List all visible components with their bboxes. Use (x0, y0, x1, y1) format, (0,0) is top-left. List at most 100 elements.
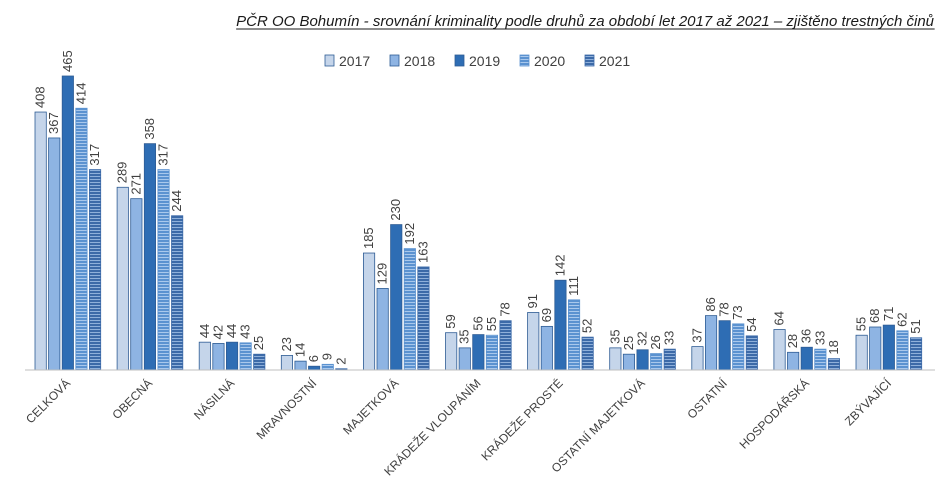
bar-obecna-2019 (143, 143, 157, 371)
category-label-ostatni: OSTATNÍ (684, 375, 731, 422)
value-label-majetkova-2021: 163 (415, 241, 430, 263)
bar-kradeze-vloupanim-2017 (445, 332, 458, 371)
value-label-kradeze-vloupanim-2017: 59 (443, 314, 458, 328)
value-label-nasilna-2020: 43 (238, 324, 253, 338)
value-label-majetkova-2019: 230 (388, 199, 403, 221)
value-label-mravnostni-2017: 23 (279, 337, 294, 351)
value-label-obecna-2018: 271 (128, 173, 143, 195)
chart-title: PČR OO Bohumín - srovnání kriminality po… (236, 13, 935, 30)
bar-ostatni-majetkova-2019 (636, 349, 649, 371)
value-label-nasilna-2018: 42 (210, 325, 225, 339)
value-label-ostatni-2021: 54 (744, 317, 759, 331)
value-label-zbyvajici-2018: 68 (867, 309, 882, 323)
bar-kradeze-vloupanim-2018 (458, 347, 471, 371)
legend-swatch-2019 (454, 54, 465, 67)
bar-kradeze-vloupanim-2020 (485, 334, 498, 371)
value-label-zbyvajici-2021: 51 (908, 319, 923, 333)
category-label-nasilna: NÁSILNÁ (190, 376, 237, 423)
bar-zbyvajici-2017 (855, 334, 868, 371)
value-label-hospodarska-2019: 36 (799, 329, 814, 343)
value-label-ostatni-majetkova-2020: 26 (648, 335, 663, 349)
value-label-nasilna-2021: 25 (251, 336, 266, 350)
legend-swatch-2021 (584, 54, 595, 67)
bar-celkova-2020 (75, 107, 88, 371)
chart-title-group: PČR OO Bohumín - srovnání kriminality po… (236, 13, 935, 30)
plot-area: 408367465414317CELKOVÁ289271358317244OBE… (22, 50, 923, 478)
value-label-mravnostni-2019: 6 (306, 355, 321, 362)
value-label-hospodarska-2021: 18 (826, 340, 841, 354)
bar-ostatni-majetkova-2018 (622, 353, 635, 371)
bar-nasilna-2020 (239, 342, 252, 371)
value-label-zbyvajici-2020: 62 (894, 312, 909, 326)
bar-majetkova-2018 (376, 288, 389, 371)
value-label-ostatni-majetkova-2017: 35 (607, 329, 622, 343)
bar-kradeze-proste-2020 (568, 299, 581, 371)
legend-label-2020: 2020 (534, 53, 565, 69)
value-label-kradeze-vloupanim-2021: 78 (498, 302, 513, 316)
category-label-kradeze-proste: KRÁDEŽE PROSTÉ (478, 376, 566, 464)
bar-hospodarska-2018 (787, 351, 800, 371)
legend-label-2018: 2018 (404, 53, 435, 69)
bar-celkova-2018 (48, 137, 61, 371)
bar-ostatni-2020 (732, 323, 745, 371)
value-label-majetkova-2018: 129 (375, 263, 390, 285)
bar-ostatni-2019 (718, 320, 731, 371)
value-label-kradeze-proste-2018: 69 (539, 308, 554, 322)
legend-label-2019: 2019 (469, 53, 500, 69)
legend-label-2021: 2021 (599, 53, 630, 69)
bar-obecna-2018 (130, 198, 143, 371)
value-label-celkova-2017: 408 (33, 86, 48, 108)
category-label-ostatni-majetkova: OSTATNÍ MAJETKOVÁ (548, 376, 648, 476)
value-label-nasilna-2017: 44 (197, 324, 212, 338)
bar-zbyvajici-2021 (910, 337, 923, 371)
category-label-majetkova: MAJETKOVÁ (340, 376, 402, 438)
value-label-kradeze-proste-2019: 142 (552, 255, 567, 277)
value-label-obecna-2021: 244 (169, 190, 184, 212)
bar-ostatni-2018 (705, 315, 718, 371)
bar-majetkova-2017 (362, 252, 376, 371)
bar-celkova-2019 (61, 75, 74, 371)
bar-mravnostni-2018 (294, 360, 307, 371)
value-label-celkova-2020: 414 (73, 83, 88, 105)
bar-obecna-2020 (157, 169, 170, 371)
legend-label-2017: 2017 (339, 53, 370, 69)
value-label-ostatni-majetkova-2018: 25 (621, 336, 636, 350)
bar-obecna-2017 (116, 186, 129, 371)
bar-obecna-2021 (171, 215, 184, 371)
bar-ostatni-majetkova-2021 (663, 348, 676, 371)
category-label-mravnostni: MRAVNOSTNÍ (253, 375, 320, 442)
bar-majetkova-2021 (417, 266, 430, 371)
bar-ostatni-majetkova-2017 (609, 347, 622, 371)
value-label-ostatni-majetkova-2021: 33 (662, 331, 677, 345)
bar-ostatni-2017 (691, 346, 704, 371)
bar-kradeze-proste-2017 (527, 312, 540, 371)
bar-hospodarska-2019 (800, 346, 813, 371)
value-label-ostatni-2018: 86 (703, 297, 718, 311)
value-label-kradeze-proste-2020: 111 (566, 276, 581, 296)
bar-celkova-2017 (34, 111, 47, 371)
value-label-kradeze-vloupanim-2018: 35 (457, 329, 472, 343)
bar-nasilna-2019 (225, 341, 239, 371)
value-label-obecna-2017: 289 (115, 162, 130, 184)
bar-nasilna-2017 (198, 341, 211, 371)
legend-swatch-2017 (324, 54, 335, 67)
value-label-kradeze-vloupanim-2019: 56 (470, 316, 485, 330)
value-label-ostatni-majetkova-2019: 32 (635, 331, 650, 345)
bar-zbyvajici-2019 (882, 324, 895, 371)
bar-mravnostni-2020 (321, 363, 334, 371)
bar-majetkova-2020 (403, 248, 416, 371)
value-label-hospodarska-2020: 33 (812, 331, 827, 345)
value-label-majetkova-2020: 192 (402, 223, 417, 245)
bar-zbyvajici-2020 (896, 330, 909, 371)
bar-majetkova-2019 (390, 224, 403, 371)
bar-zbyvajici-2018 (869, 326, 882, 371)
category-label-zbyvajici: ZBÝVAJÍCÍ (841, 375, 894, 428)
value-label-ostatni-2020: 73 (730, 305, 745, 319)
value-label-kradeze-proste-2021: 52 (580, 319, 595, 333)
bar-kradeze-proste-2021 (581, 336, 594, 371)
legend-swatch-2018 (389, 54, 400, 67)
bar-nasilna-2021 (253, 353, 266, 371)
value-label-hospodarska-2017: 64 (772, 311, 787, 325)
value-label-obecna-2019: 358 (142, 118, 157, 140)
value-label-celkova-2021: 317 (87, 144, 102, 166)
